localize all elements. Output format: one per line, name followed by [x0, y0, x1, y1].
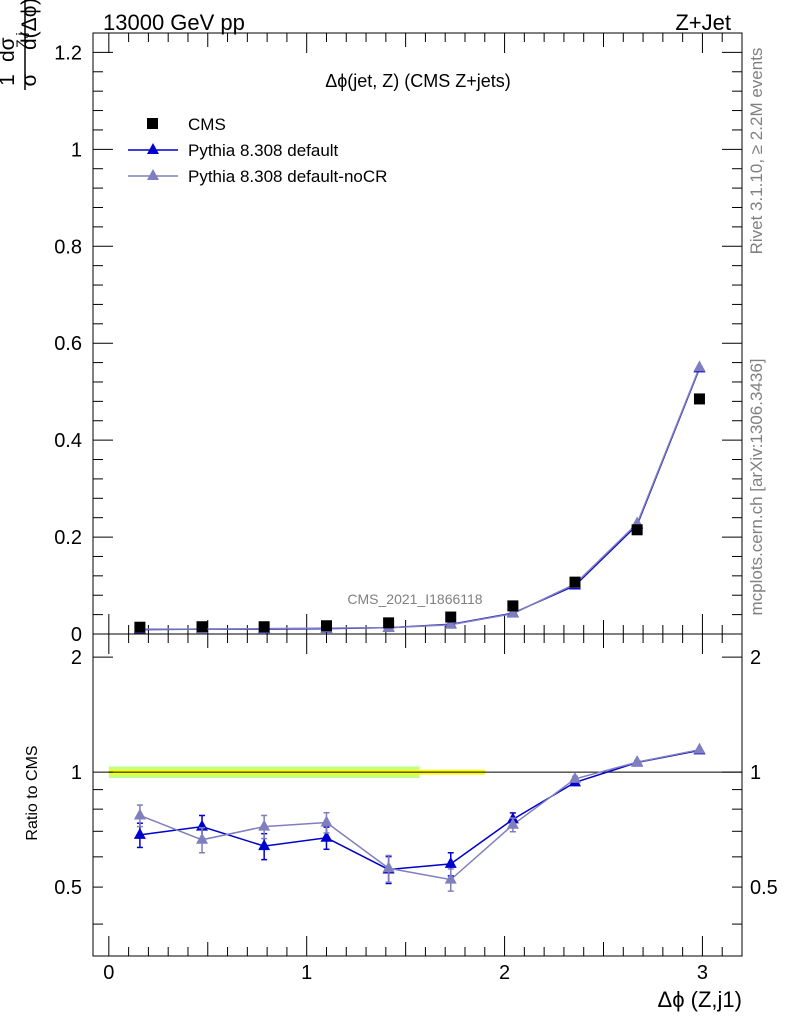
- header-left: 13000 GeV pp: [103, 10, 245, 35]
- main-plot-area: 0 0.2 0.4 0.6 0.8 1 1.2: [54, 32, 743, 646]
- main-plot-title: Δϕ(jet, Z) (CMS Z+jets): [325, 71, 511, 91]
- data-point-pythia-nocr: [506, 606, 519, 618]
- main-y-tick-label: 0: [71, 624, 82, 646]
- ratio-point-pythia-nocr: [196, 832, 209, 844]
- legend-item-cms: CMS: [147, 115, 226, 134]
- header-right: Z+Jet: [675, 10, 731, 35]
- main-y-tick-label: 0.6: [54, 333, 82, 355]
- data-point-pythia-nocr: [693, 360, 706, 372]
- ratio-point-pythia-default: [444, 856, 457, 868]
- x-axis-label: Δϕ (Z,j1): [658, 987, 742, 1012]
- rivet-label: Rivet 3.1.10, ≥ 2.2M events: [747, 48, 766, 255]
- legend-item-pythia-nocr: Pythia 8.308 default-noCR: [128, 167, 387, 186]
- ratio-point-pythia-nocr: [444, 872, 457, 884]
- data-point-cms: [320, 620, 332, 632]
- main-y-tick-label: 0.2: [54, 527, 82, 549]
- ratio-point-pythia-nocr: [258, 819, 271, 831]
- x-tick-label: 2: [499, 962, 510, 984]
- data-point-cms: [383, 617, 395, 629]
- svg-text:Z,j: Z,j: [13, 32, 29, 48]
- main-y-tick-label: 0.4: [54, 430, 82, 452]
- mcplots-label: mcplots.cern.ch [arXiv:1306.3436]: [747, 358, 766, 615]
- data-point-cms: [507, 600, 519, 612]
- data-point-cms: [693, 393, 705, 405]
- ratio-point-pythia-nocr: [133, 808, 146, 820]
- ratio-plot-area: 0.5 0.5 1 1 2 2 0 1 2 3: [54, 633, 778, 984]
- ratio-point-pythia-nocr: [631, 755, 644, 767]
- svg-text:σ: σ: [18, 73, 41, 86]
- x-tick-label: 0: [103, 962, 114, 984]
- x-tick-label: 1: [301, 962, 312, 984]
- legend-label-cms: CMS: [188, 115, 226, 134]
- legend-marker-pythia-default: [147, 143, 159, 154]
- ratio-point-pythia-nocr: [569, 771, 582, 783]
- ratio-line-pythia-nocr: [139, 748, 700, 881]
- x-tick-label: 3: [697, 962, 708, 984]
- svg-text:1: 1: [0, 74, 19, 86]
- data-point-pythia-nocr: [444, 617, 457, 629]
- legend-marker-pythia-nocr: [147, 169, 159, 180]
- main-y-tick-label: 1.2: [54, 42, 82, 64]
- ratio-frame: [92, 633, 743, 957]
- legend-label-pythia-nocr: Pythia 8.308 default-noCR: [188, 167, 387, 186]
- legend-label-pythia-default: Pythia 8.308 default: [188, 141, 339, 160]
- ratio-y-tick-label-left: 0.5: [54, 877, 82, 899]
- ratio-y-tick-label-right: 1: [750, 762, 761, 784]
- data-point-cms: [445, 611, 457, 623]
- ratio-y-tick-label-right: 2: [750, 647, 761, 669]
- ratio-line-pythia-default: [139, 749, 700, 871]
- ratio-point-pythia-nocr: [693, 742, 706, 754]
- svg-text:d(Δϕ: d(Δϕ: [18, 6, 41, 50]
- ratio-y-tick-label-left: 2: [71, 647, 82, 669]
- main-y-tick-label: 0.8: [54, 236, 82, 258]
- series-line-pythia-nocr: [139, 367, 701, 630]
- data-point-cms: [196, 621, 208, 633]
- ratio-point-pythia-default: [133, 827, 146, 839]
- ratio-point-pythia-nocr: [506, 817, 519, 829]
- watermark: CMS_2021_I1866118: [347, 591, 482, 607]
- ratio-point-pythia-nocr: [320, 815, 333, 827]
- data-point-cms: [134, 621, 146, 633]
- legend-marker-cms: [147, 118, 158, 129]
- ratio-point-pythia-default: [320, 830, 333, 842]
- svg-text:dσ: dσ: [0, 37, 19, 62]
- ratio-point-pythia-nocr: [382, 861, 395, 873]
- legend-item-pythia-default: Pythia 8.308 default: [128, 141, 339, 160]
- ratio-y-axis-label: Ratio to CMS: [24, 745, 41, 840]
- data-point-cms: [631, 524, 643, 536]
- ratio-y-tick-label-right: 0.5: [750, 877, 778, 899]
- data-point-cms: [569, 576, 581, 588]
- svg-text:): ): [18, 0, 41, 5]
- main-y-axis-label: 1 σ dσ d(Δϕ Z,j ): [0, 0, 41, 90]
- ratio-point-pythia-default: [258, 839, 271, 851]
- data-point-cms: [258, 621, 270, 633]
- main-y-tick-label: 1: [71, 139, 82, 161]
- ratio-y-tick-label-left: 1: [71, 762, 82, 784]
- legend: CMS Pythia 8.308 default Pythia 8.308 de…: [128, 115, 387, 186]
